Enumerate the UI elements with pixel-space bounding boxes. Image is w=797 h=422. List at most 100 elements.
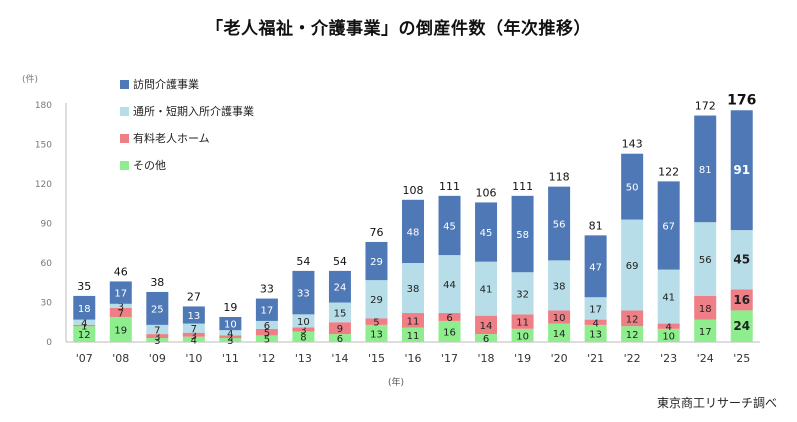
segment-value-label: 4 — [227, 329, 233, 340]
y-tick-label: 180 — [35, 101, 52, 111]
segment-value-label: 3 — [154, 332, 160, 343]
x-axis-unit-label: (年) — [388, 376, 404, 388]
total-value-label: 46 — [114, 265, 128, 278]
segment-value-label: 10 — [553, 313, 566, 324]
x-tick-label: '23 — [660, 352, 677, 365]
total-value-label: 106 — [476, 186, 497, 199]
bar-segment — [548, 310, 571, 324]
x-tick-label: '19 — [514, 352, 531, 365]
bar-segment — [621, 310, 644, 327]
segment-value-label: 1 — [81, 322, 87, 333]
segment-value-label: 7 — [118, 308, 124, 319]
total-value-label: 81 — [589, 219, 603, 232]
bar-segment — [146, 291, 169, 325]
bar-segment — [730, 110, 753, 231]
total-value-label: 118 — [549, 171, 570, 184]
y-tick-label: 60 — [41, 259, 53, 269]
segment-value-label: 18 — [699, 304, 712, 315]
bar-segment — [292, 327, 315, 332]
bar-segment — [255, 328, 278, 336]
total-value-label: 54 — [296, 255, 310, 268]
bar-segment — [730, 230, 753, 290]
bar-segment — [511, 328, 534, 342]
total-value-label: 35 — [77, 280, 91, 293]
chart-title: 「老人福祉・介護事業」の倒産件数（年次推移） — [206, 19, 591, 39]
bar-segment — [438, 195, 461, 256]
total-value-label: 76 — [369, 226, 383, 239]
total-value-label: 176 — [727, 92, 756, 108]
segment-value-label: 11 — [407, 331, 420, 342]
segment-value-label: 91 — [733, 163, 750, 177]
segment-value-label: 33 — [297, 289, 310, 300]
bar-segment — [73, 295, 96, 320]
y-tick-label: 150 — [35, 141, 52, 151]
segment-value-label: 50 — [626, 183, 639, 194]
segment-value-label: 3 — [227, 336, 233, 347]
bar-segment — [73, 324, 96, 327]
y-axis-unit-label: (件) — [22, 73, 38, 85]
segment-value-label: 17 — [589, 304, 602, 315]
legend-label: 通所・短期入所介護事業 — [133, 104, 254, 118]
bar-segment — [511, 272, 534, 315]
x-tick-label: '12 — [258, 352, 275, 365]
bar-segment — [219, 338, 242, 342]
bar-segment — [109, 303, 132, 308]
segment-value-label: 17 — [114, 289, 127, 300]
x-tick-label: '20 — [551, 352, 568, 365]
segment-value-label: 6 — [264, 321, 270, 332]
bar-segment — [621, 219, 644, 311]
bar-segment — [584, 235, 607, 298]
bar-segment — [365, 324, 388, 342]
bar-segment — [548, 323, 571, 342]
segment-value-label: 32 — [516, 289, 529, 300]
bar-segment — [438, 320, 461, 342]
bar-segment — [292, 331, 315, 342]
bar-segment — [402, 263, 424, 314]
segment-value-label: 24 — [334, 283, 347, 294]
bar-segment — [182, 306, 205, 324]
segment-value-label: 12 — [78, 330, 91, 341]
bar-segment — [730, 289, 753, 311]
segment-value-label: 3 — [300, 325, 306, 336]
x-tick-label: '21 — [587, 352, 604, 365]
total-value-label: 33 — [260, 283, 274, 296]
bar-segment — [365, 280, 388, 319]
legend-label: 訪問介護事業 — [133, 77, 199, 91]
x-tick-label: '24 — [697, 352, 714, 365]
bar-segment — [182, 332, 205, 337]
bar-segment — [402, 313, 424, 328]
total-value-label: 108 — [403, 184, 424, 197]
segment-value-label: 58 — [516, 230, 529, 241]
segment-value-label: 9 — [337, 324, 343, 335]
legend-swatch — [120, 161, 129, 170]
segment-value-label: 10 — [224, 320, 237, 331]
x-tick-label: '22 — [624, 352, 641, 365]
segment-value-label: 16 — [443, 327, 456, 338]
bar-segment — [255, 298, 278, 321]
segment-value-label: 3 — [191, 331, 197, 342]
segment-value-label: 38 — [553, 281, 566, 292]
x-tick-label: '10 — [185, 352, 202, 365]
segment-value-label: 18 — [78, 304, 91, 315]
bar-segment — [584, 319, 607, 325]
bar-segment — [292, 314, 315, 328]
x-tick-label: '17 — [441, 352, 458, 365]
total-value-label: 27 — [187, 290, 201, 303]
segment-value-label: 29 — [370, 295, 383, 306]
bar-segment — [109, 307, 132, 317]
x-tick-label: '07 — [76, 352, 93, 365]
bar-segment — [657, 269, 680, 324]
segment-value-label: 14 — [553, 329, 566, 340]
x-tick-label: '25 — [733, 352, 750, 365]
bar-segment — [255, 320, 278, 329]
bar-segment — [657, 328, 680, 342]
bar-segment — [511, 195, 534, 273]
bar-segment — [219, 335, 242, 339]
segment-value-label: 10 — [516, 331, 529, 342]
bar-segment — [694, 222, 717, 296]
segment-value-label: 8 — [300, 333, 306, 344]
segment-value-label: 12 — [626, 330, 639, 341]
segment-value-label: 24 — [733, 319, 750, 333]
bar-segment — [548, 260, 571, 311]
bar-segment — [365, 241, 388, 281]
